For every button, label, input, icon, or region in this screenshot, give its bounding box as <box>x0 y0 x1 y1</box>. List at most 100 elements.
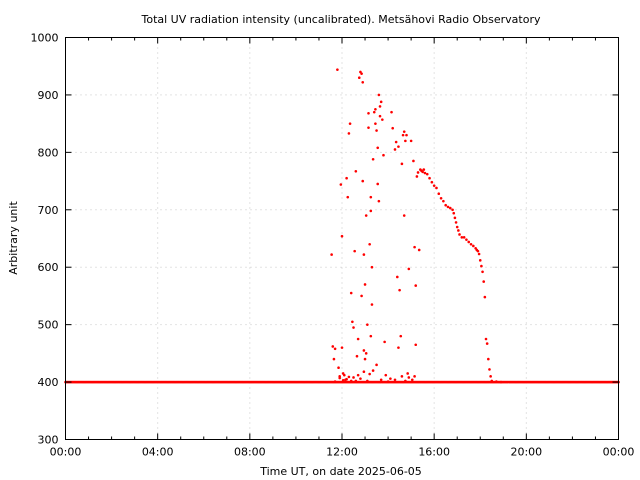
data-point <box>379 378 383 382</box>
data-point <box>439 197 443 200</box>
data-point <box>409 139 413 143</box>
data-point <box>399 334 403 338</box>
data-point <box>495 380 498 383</box>
data-point <box>488 368 491 371</box>
data-point <box>372 110 376 114</box>
data-point <box>364 214 368 217</box>
data-point <box>369 209 373 213</box>
data-point <box>457 229 460 232</box>
data-point <box>394 140 398 144</box>
data-point <box>428 176 431 180</box>
data-point <box>472 244 475 248</box>
data-point <box>499 380 503 384</box>
y-tick-label: 600 <box>38 261 59 274</box>
data-point <box>362 370 366 374</box>
data-point <box>483 295 487 299</box>
data-point <box>389 377 392 380</box>
data-point <box>414 343 418 347</box>
data-point <box>379 100 383 104</box>
data-point <box>401 133 405 137</box>
data-point <box>377 199 381 203</box>
data-point <box>446 205 450 209</box>
data-point <box>390 110 393 114</box>
data-point <box>444 203 447 207</box>
data-point <box>406 372 409 375</box>
data-point <box>356 337 360 341</box>
x-tick-labels: 00:00 04:00 08:00 12:00 16:00 20:00 00:00 <box>50 446 635 459</box>
data-point <box>402 130 406 133</box>
data-point <box>375 363 378 367</box>
data-point <box>370 303 374 306</box>
data-point <box>352 376 355 379</box>
data-point <box>407 376 411 379</box>
data-point <box>469 242 473 246</box>
data-point <box>467 240 471 244</box>
y-axis-label: Arbitrary unit <box>7 201 20 275</box>
data-point <box>485 342 489 345</box>
x-tick-label: 20:00 <box>510 446 542 459</box>
data-point <box>454 221 458 224</box>
data-point <box>477 252 481 256</box>
data-point <box>487 357 490 361</box>
y-tick-label: 300 <box>38 434 59 447</box>
data-point <box>381 118 384 121</box>
data-point <box>437 192 441 196</box>
data-point <box>347 132 351 135</box>
data-point <box>353 249 356 253</box>
data-point <box>333 380 337 383</box>
data-point <box>382 153 385 157</box>
data-point <box>407 267 411 271</box>
x-tick-label: 12:00 <box>326 446 358 459</box>
data-point <box>366 379 369 383</box>
x-tick-label: 00:00 <box>50 446 82 459</box>
data-point <box>391 126 394 130</box>
data-point <box>404 139 407 143</box>
data-point <box>400 162 404 166</box>
data-point <box>465 238 468 241</box>
data-point <box>370 265 374 269</box>
data-point <box>349 379 353 383</box>
data-point <box>340 346 344 349</box>
data-point <box>347 375 351 379</box>
data-point <box>393 148 397 151</box>
data-point <box>480 264 483 268</box>
data-point <box>455 225 459 229</box>
y-tick-label: 1000 <box>31 32 59 45</box>
data-point <box>368 242 371 246</box>
data-point <box>348 122 352 125</box>
data-point <box>462 236 466 239</box>
data-point <box>359 377 362 380</box>
data-point <box>398 288 401 292</box>
data-point <box>410 378 414 382</box>
x-tick-label: 04:00 <box>142 446 174 459</box>
y-tick-label: 700 <box>38 204 59 217</box>
data-point <box>402 214 406 217</box>
data-point <box>416 171 420 174</box>
data-point <box>354 379 358 383</box>
data-point <box>482 280 486 283</box>
data-point <box>369 195 373 199</box>
data-point <box>356 373 360 377</box>
data-point <box>442 199 445 203</box>
data-point <box>415 175 419 178</box>
grid-lines <box>65 37 619 440</box>
data-point <box>397 346 400 349</box>
x-axis-label: Time UT, on date 2025-06-05 <box>259 465 422 478</box>
data-point <box>337 366 340 370</box>
data-point <box>448 206 452 210</box>
data-point <box>412 159 415 163</box>
data-point <box>349 291 353 295</box>
data-point <box>425 172 429 176</box>
x-tick-label: 00:00 <box>603 446 635 459</box>
y-tick-label: 900 <box>38 89 59 102</box>
data-point <box>336 68 339 71</box>
data-point <box>413 375 416 378</box>
chart-title: Total UV radiation intensity (uncalibrat… <box>141 13 541 26</box>
data-point <box>451 208 454 212</box>
data-point <box>343 373 346 377</box>
data-point <box>361 80 365 84</box>
data-point <box>363 357 367 361</box>
data-point <box>345 176 348 180</box>
data-point <box>360 72 363 75</box>
